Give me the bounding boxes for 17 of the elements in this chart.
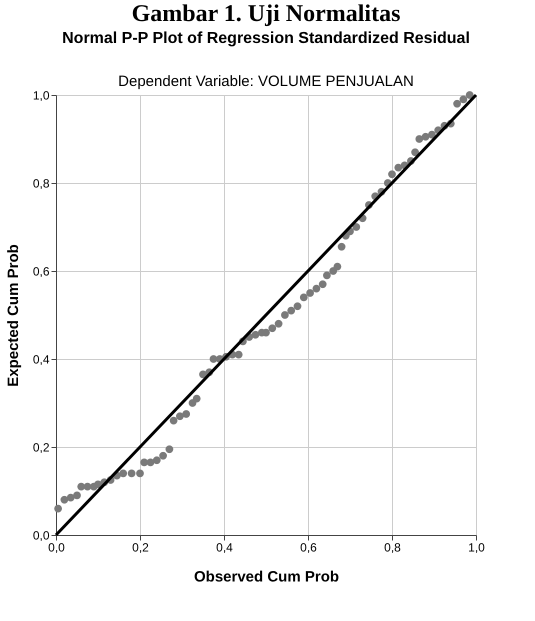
text: Dependent Variable: VOLUME PENJUALAN [118,73,414,90]
y-tick-label: 0,6 [32,264,50,278]
x-tick-label: 0,4 [216,540,234,554]
chart-subtitle: Normal P-P Plot of Regression Standardized Residual [62,30,470,47]
y-axis-title: Expected Cum Prob [4,244,22,387]
chart-title: Gambar 1. Uji Normalitas [132,1,400,27]
y-tick-label: 0,0 [32,528,50,542]
x-tick-label: 0,8 [384,540,402,554]
y-tick-label: 1,0 [32,88,50,102]
x-axis-title: Observed Cum Prob [194,568,340,586]
x-tick-label: 0,0 [48,540,66,554]
y-tick-label: 0,8 [32,176,50,190]
x-tick-label: 0,6 [300,540,318,554]
x-tick-label: 1,0 [468,540,486,554]
x-tick-label: 0,2 [132,540,150,554]
y-tick-label: 0,4 [32,352,50,366]
y-tick-label: 0,2 [32,440,50,454]
